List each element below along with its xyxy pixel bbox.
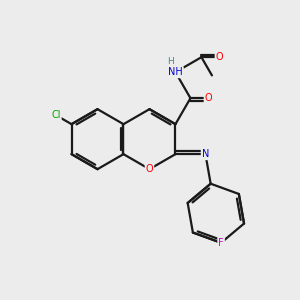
Text: O: O [205, 93, 212, 103]
Text: Cl: Cl [51, 110, 61, 120]
Text: F: F [218, 238, 224, 248]
Text: H: H [168, 57, 174, 66]
Text: O: O [216, 52, 223, 62]
Text: O: O [146, 164, 153, 174]
Text: NH: NH [168, 67, 183, 77]
Text: N: N [202, 149, 209, 159]
